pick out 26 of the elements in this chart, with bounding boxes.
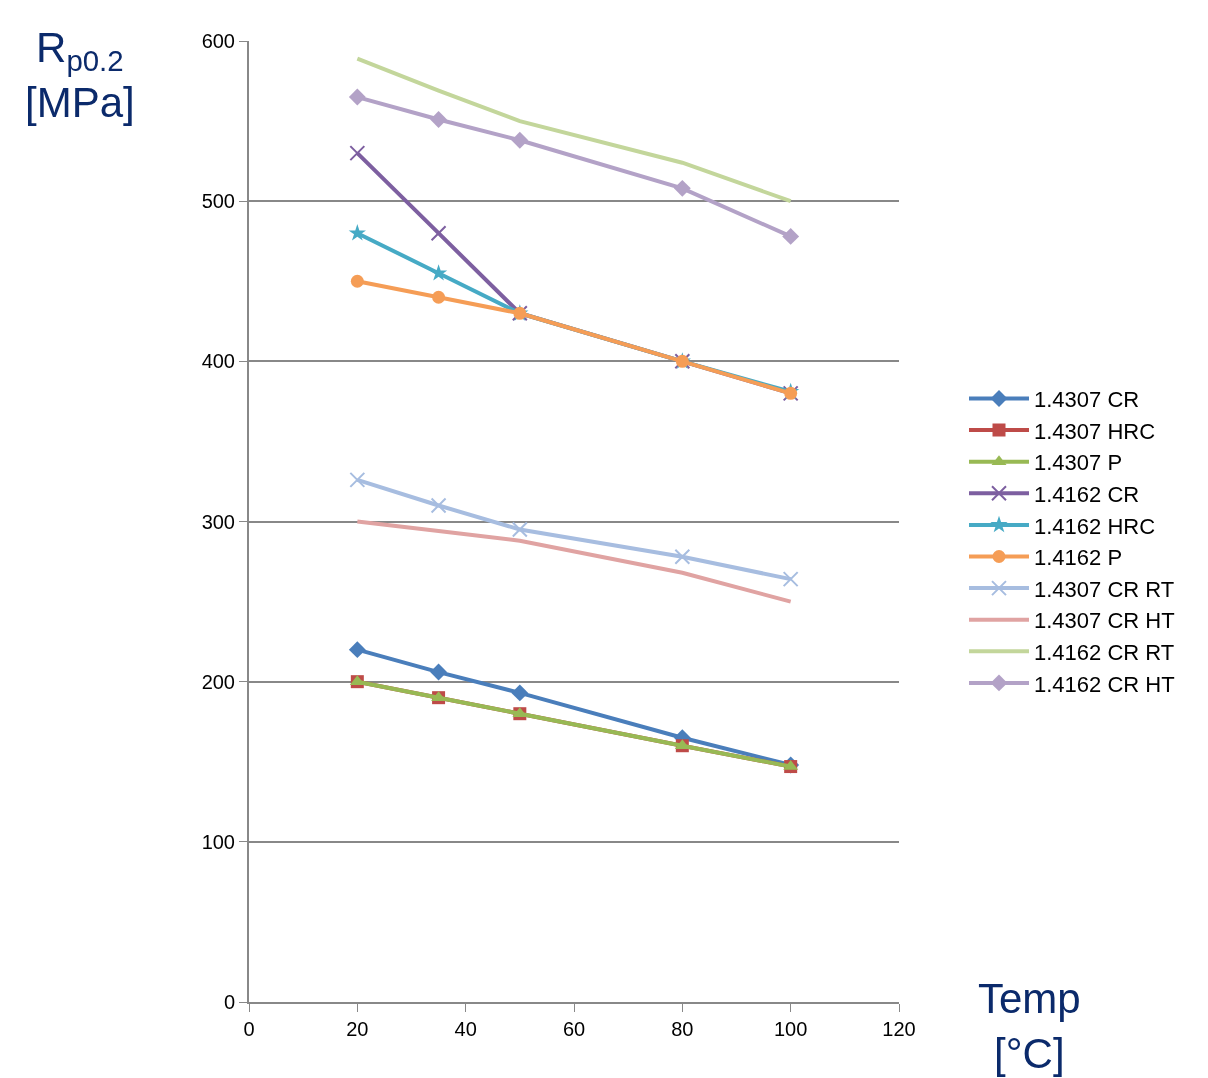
x-tick-label: 80 (671, 1018, 694, 1040)
x-tick-label: 100 (773, 1018, 808, 1040)
legend-label: 1.4307 CR (1034, 387, 1140, 413)
legend-label: 1.4307 CR HT (1034, 608, 1175, 634)
x-tick-label: 60 (562, 1018, 586, 1040)
legend-label: 1.4162 CR HT (1034, 671, 1175, 697)
y-axis-title: R$_{p0.2}$ [MPa] (25, 24, 135, 126)
x-tick-label: 20 (346, 1018, 369, 1040)
x-axis-title: Temp [°C] (978, 975, 1081, 1077)
legend-label: 1.4307 P (1034, 450, 1123, 476)
legend-label: 1.4162 CR (1034, 481, 1140, 507)
y-tick-label: 100 (201, 830, 235, 853)
y-tick-label: 0 (223, 991, 235, 1013)
legend-label: 1.4162 HRC (1034, 513, 1156, 539)
legend-label: 1.4307 HRC (1034, 418, 1156, 444)
y-tick-label: 200 (201, 670, 235, 693)
x-tick-label: 40 (454, 1018, 477, 1040)
legend-label: 1.4162 CR RT (1034, 639, 1175, 665)
x-tick-label: 120 (882, 1018, 916, 1040)
y-tick-label: 400 (201, 350, 235, 373)
y-tick-label: 300 (201, 510, 235, 533)
legend-label: 1.4162 P (1034, 545, 1123, 571)
y-tick-label: 600 (201, 30, 235, 52)
x-tick-label: 0 (243, 1018, 255, 1040)
legend-label: 1.4307 CR RT (1034, 576, 1175, 602)
y-tick-label: 500 (201, 190, 235, 213)
